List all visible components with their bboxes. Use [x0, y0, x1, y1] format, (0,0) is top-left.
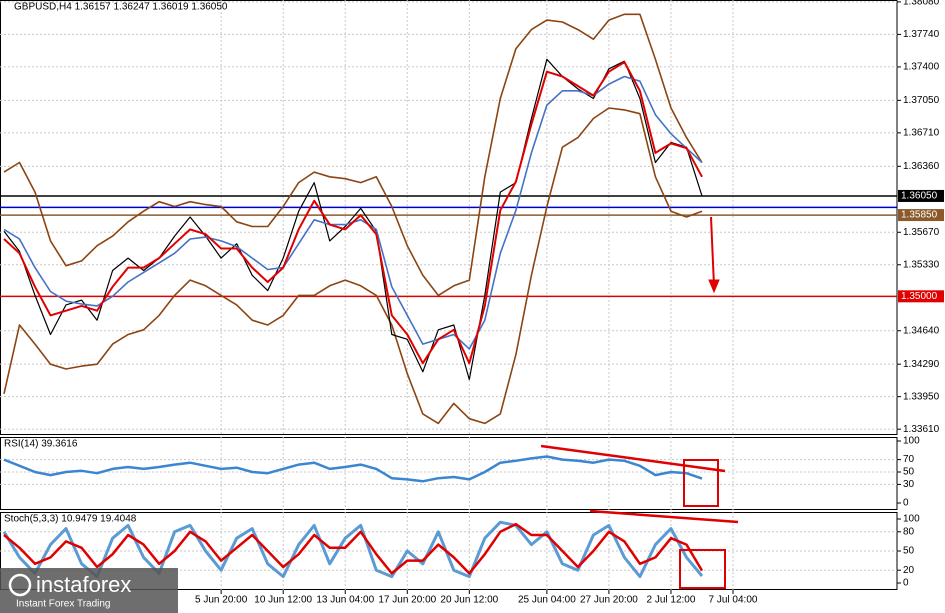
y-tick-label: 1.34290 — [903, 359, 940, 370]
y-tick-label: 80 — [903, 526, 915, 537]
y-tick-label: 1.33610 — [903, 424, 940, 435]
y-tick-label: 1.35330 — [903, 259, 940, 270]
x-tick-label: 10 Jun 12:00 — [254, 595, 312, 606]
x-tick-label: 2 Jul 12:00 — [646, 595, 695, 606]
panel-title: RSI(14) 39.3616 — [4, 439, 78, 450]
y-tick-label: 1.36360 — [903, 161, 940, 172]
y-tick-label: 1.38080 — [903, 0, 940, 8]
series-line — [3, 61, 703, 365]
watermark-brand: instaforex — [36, 572, 131, 597]
y-tick-label: 1.33950 — [903, 391, 940, 402]
level-label-bg — [898, 189, 944, 202]
series-line — [3, 13, 703, 297]
y-tick-label: 100 — [903, 514, 920, 525]
trend-line — [540, 444, 726, 473]
x-tick-label: 7 Jul 04:00 — [709, 595, 758, 606]
panel-frame — [0, 0, 898, 435]
x-tick-label: 17 Jun 20:00 — [378, 595, 436, 606]
y-tick-label: 1.37400 — [903, 62, 940, 73]
x-tick-label: 13 Jun 04:00 — [316, 595, 374, 606]
level-label: 1.35850 — [901, 210, 938, 221]
panel-title: Stoch(5,3,3) 10.9479 19.4048 — [4, 514, 137, 525]
arrow-head — [708, 279, 720, 294]
watermark-tagline: Instant Forex Trading — [16, 599, 111, 610]
y-tick-label: 50 — [903, 546, 915, 557]
y-tick-label: 100 — [903, 436, 920, 447]
y-tick-label: 20 — [903, 565, 915, 576]
highlight-box — [679, 549, 726, 589]
level-label: 1.36050 — [901, 191, 938, 202]
x-tick-label: 5 Jun 20:00 — [195, 595, 248, 606]
series-line — [3, 455, 703, 483]
watermark-logo — [8, 573, 32, 597]
x-tick-label: 27 Jun 20:00 — [580, 595, 638, 606]
y-tick-label: 1.35670 — [903, 227, 940, 238]
series-line — [2, 520, 704, 579]
x-tick-label: 20 Jun 12:00 — [440, 595, 498, 606]
x-tick-label: 25 Jun 04:00 — [518, 595, 576, 606]
panel-title: GBPUSD,H4 1.36157 1.36247 1.36019 1.3605… — [14, 2, 228, 13]
level-label: 1.35000 — [901, 291, 938, 302]
y-tick-label: 0 — [903, 498, 909, 509]
y-tick-label: 1.37740 — [903, 29, 940, 40]
y-tick-label: 1.37050 — [903, 95, 940, 106]
annotations — [540, 216, 739, 589]
arrow-shaft — [710, 216, 715, 287]
trend-line — [589, 509, 739, 524]
level-label-bg — [898, 290, 944, 303]
highlight-box — [683, 459, 719, 507]
level-label-bg — [898, 209, 944, 222]
series-line — [3, 522, 704, 575]
y-tick-label: 1.34640 — [903, 325, 940, 336]
y-tick-label: 30 — [903, 479, 915, 490]
y-tick-label: 50 — [903, 467, 915, 478]
y-tick-label: 70 — [903, 454, 915, 465]
y-tick-label: 1.36710 — [903, 128, 940, 139]
y-tick-label: 0 — [903, 578, 909, 589]
panel-frame — [0, 437, 898, 510]
watermark: instaforex Instant Forex Trading — [0, 568, 178, 613]
series-line — [3, 107, 703, 425]
